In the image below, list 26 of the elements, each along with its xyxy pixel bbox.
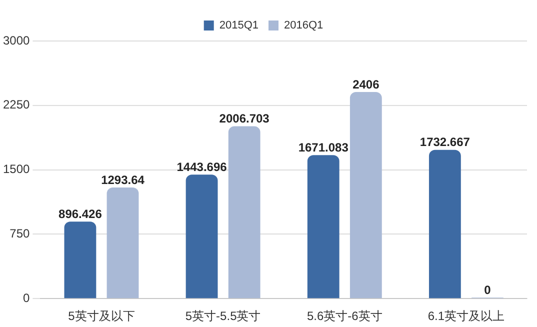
data-label: 1443.696	[176, 160, 228, 174]
data-label: 1732.667	[420, 135, 470, 150]
bar	[106, 188, 139, 298]
bar	[64, 222, 96, 298]
bar	[307, 155, 340, 298]
data-label: 1671.083	[298, 140, 349, 154]
bar	[228, 126, 260, 298]
data-label: 0	[484, 282, 492, 297]
data-label: 1293.64	[101, 172, 145, 187]
y-tick-label: 2250	[2, 98, 30, 112]
x-tick-label: 6.1英寸及以上	[428, 309, 505, 324]
data-label: 896.426	[58, 206, 102, 221]
y-tick-label: 750	[10, 226, 30, 241]
x-tick-label: 5英寸-5.5英寸	[185, 309, 261, 324]
x-tick-label: 5英寸及以下	[68, 309, 135, 324]
y-tick-label: 3000	[2, 33, 30, 48]
y-tick-label: 0	[23, 290, 30, 305]
y-tick-label: 1500	[2, 162, 30, 176]
data-label: 2406	[352, 77, 380, 92]
legend-label: 2015Q1	[219, 20, 259, 32]
x-tick-label: 5.6英寸-6英寸	[306, 309, 382, 324]
data-label: 2006.703	[219, 112, 270, 126]
bar	[428, 150, 461, 298]
bar	[186, 174, 218, 298]
legend-label: 2016Q1	[284, 20, 324, 32]
bar	[350, 92, 382, 298]
